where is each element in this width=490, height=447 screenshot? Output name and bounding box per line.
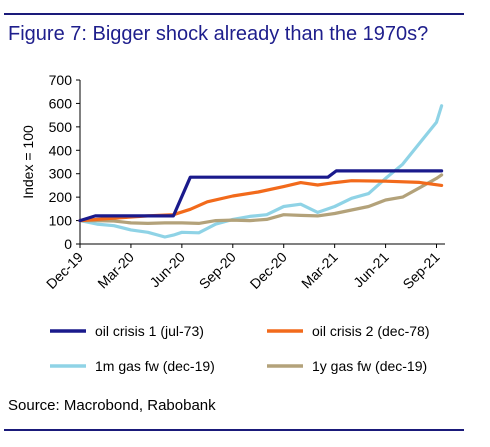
x-tick-label: Dec-20 xyxy=(247,249,290,292)
x-tick-label: Sep-21 xyxy=(399,249,442,292)
x-tick-label: Sep-20 xyxy=(196,249,239,292)
series-line-1 xyxy=(78,169,444,223)
series-line-3 xyxy=(78,104,444,239)
figure-title: Figure 7: Bigger shock already than the … xyxy=(8,23,429,45)
x-tick-label: Dec-19 xyxy=(43,249,86,292)
legend-label: 1y gas fw (dec-19) xyxy=(312,358,427,374)
y-tick-label: 200 xyxy=(49,189,73,205)
x-tick-label: Mar-20 xyxy=(94,249,137,292)
y-tick-label: 0 xyxy=(64,236,72,252)
y-tick-label: 600 xyxy=(49,95,73,111)
x-tick-label: Jun-20 xyxy=(146,249,188,291)
y-tick-label: 400 xyxy=(49,142,73,158)
x-tick-label: Mar-21 xyxy=(298,249,341,292)
legend-label: oil crisis 1 (jul-73) xyxy=(95,323,204,339)
y-tick-label: 500 xyxy=(49,119,73,135)
series-line-4 xyxy=(78,173,444,225)
top-rule xyxy=(4,13,464,15)
source-note: Source: Macrobond, Rabobank xyxy=(8,397,216,414)
y-tick-label: 100 xyxy=(49,213,73,229)
legend-label: 1m gas fw (dec-19) xyxy=(95,358,215,374)
y-tick-label: 700 xyxy=(49,72,73,88)
x-tick-label: Jun-21 xyxy=(350,249,392,291)
y-tick-label: 300 xyxy=(49,166,73,182)
legend-label: oil crisis 2 (dec-78) xyxy=(312,323,429,339)
y-axis-label: Index = 100 xyxy=(20,125,36,199)
bottom-rule xyxy=(4,429,464,431)
